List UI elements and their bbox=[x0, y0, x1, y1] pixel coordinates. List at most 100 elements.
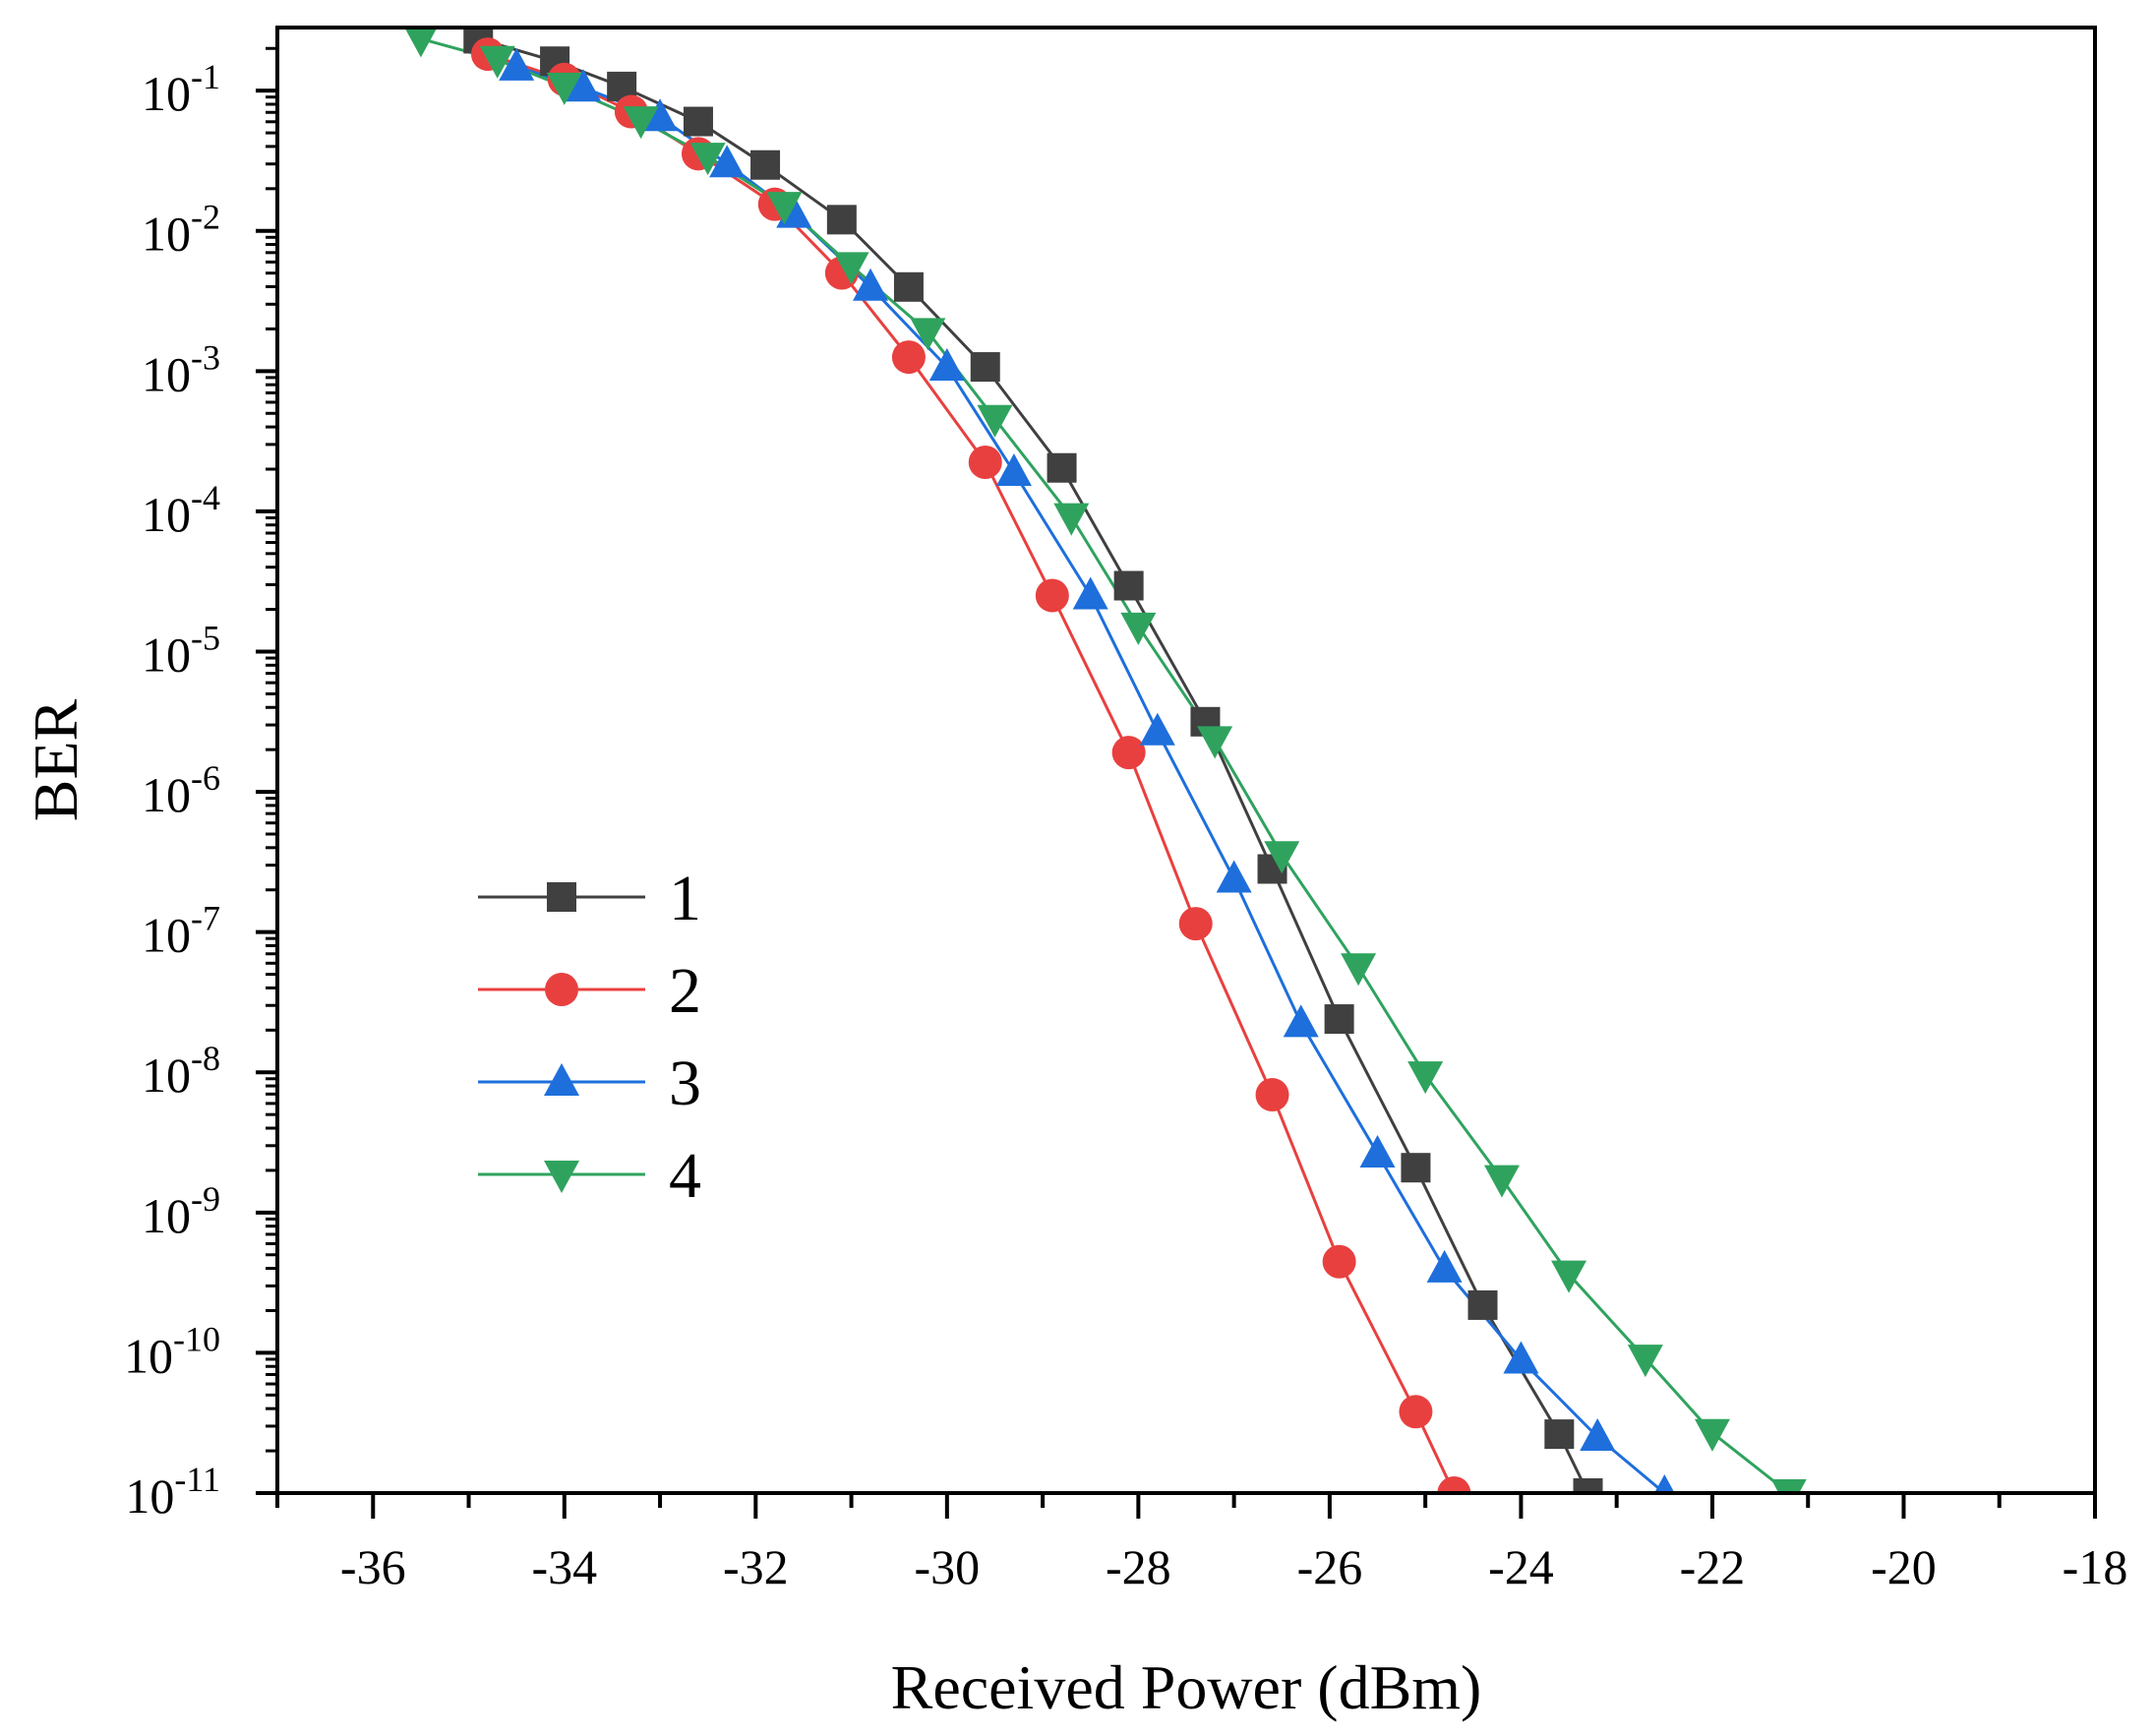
x-tick-label: -24 bbox=[1488, 1539, 1554, 1594]
series-4-point bbox=[766, 192, 803, 225]
series-1-point bbox=[1401, 1153, 1431, 1183]
legend-marker-4 bbox=[544, 1161, 579, 1193]
y-tick-label: 10-6 bbox=[142, 758, 220, 822]
y-tick-label: 10-4 bbox=[142, 478, 220, 542]
y-tick-label: 10-11 bbox=[125, 1460, 220, 1524]
series-markers bbox=[404, 28, 1807, 1493]
x-axis: -36 -34 -32 -30 -28 -26 -24 -22 -20 -18 bbox=[275, 1493, 2128, 1594]
series-3-point bbox=[1580, 1417, 1616, 1451]
y-tick-label: 10-3 bbox=[142, 337, 220, 401]
series-1-point bbox=[826, 205, 857, 235]
legend-label-1: 1 bbox=[669, 863, 701, 934]
y-tick-label: 10-7 bbox=[142, 899, 220, 963]
y-tick-exponent: -3 bbox=[191, 337, 220, 377]
y-axis-title: BER bbox=[21, 698, 90, 821]
y-tick-label: 10-9 bbox=[142, 1179, 220, 1243]
x-tick-label: -32 bbox=[723, 1539, 789, 1594]
x-tick-label: -36 bbox=[340, 1539, 406, 1594]
series-3-point bbox=[1216, 860, 1252, 893]
series-4-point bbox=[977, 404, 1013, 438]
series-4-point bbox=[546, 72, 582, 105]
legend-marker-2 bbox=[545, 973, 578, 1006]
series-3-point bbox=[1426, 1249, 1463, 1283]
y-tick-exponent: -7 bbox=[191, 899, 220, 938]
x-tick-label: -22 bbox=[1680, 1539, 1746, 1594]
legend-marker-1 bbox=[547, 882, 576, 912]
legend-label-4: 4 bbox=[669, 1140, 701, 1212]
x-tick-label: -20 bbox=[1871, 1539, 1937, 1594]
y-tick-exponent: -10 bbox=[173, 1319, 220, 1358]
series-4-point bbox=[1053, 503, 1090, 536]
x-tick-label: -26 bbox=[1297, 1539, 1363, 1594]
y-tick-label: 10-5 bbox=[142, 618, 220, 682]
series-1-point bbox=[1467, 1289, 1498, 1320]
series-3-line bbox=[515, 65, 1666, 1493]
y-tick-exponent: -6 bbox=[191, 758, 220, 798]
y-tick-base: 10 bbox=[125, 1468, 174, 1524]
y-tick-exponent: -8 bbox=[191, 1039, 220, 1078]
y-tick-exponent: -5 bbox=[191, 618, 220, 657]
series-3-point bbox=[1359, 1134, 1396, 1167]
series-4-point bbox=[1120, 612, 1157, 645]
series-4-point bbox=[623, 106, 659, 140]
series-4-point bbox=[1694, 1418, 1730, 1452]
x-tick-label: -30 bbox=[915, 1539, 981, 1594]
y-tick-base: 10 bbox=[142, 627, 191, 682]
series-2-point bbox=[1035, 578, 1069, 613]
series-3-point bbox=[642, 98, 679, 132]
y-tick-label: 10-1 bbox=[142, 57, 220, 121]
series-3-point bbox=[928, 348, 965, 382]
series-3-point bbox=[1283, 1004, 1319, 1038]
y-tick-base: 10 bbox=[142, 66, 191, 121]
series-lines bbox=[420, 36, 1790, 1493]
series-3-point bbox=[1072, 576, 1108, 610]
y-tick-label: 10-8 bbox=[142, 1039, 220, 1103]
series-4-point bbox=[1627, 1345, 1663, 1378]
series-3-point bbox=[499, 47, 535, 81]
legend-label-2: 2 bbox=[669, 955, 701, 1027]
series-1-point bbox=[970, 352, 1000, 383]
series-4-point bbox=[910, 318, 946, 351]
y-tick-base: 10 bbox=[142, 346, 191, 401]
x-tick-label: -18 bbox=[2063, 1539, 2128, 1594]
series-4-point bbox=[1407, 1061, 1444, 1095]
series-1-point bbox=[683, 106, 713, 137]
x-tick-label: -28 bbox=[1106, 1539, 1171, 1594]
y-tick-exponent: -4 bbox=[191, 478, 220, 517]
series-4-point bbox=[404, 28, 438, 58]
series-1-point bbox=[1047, 452, 1077, 483]
y-tick-base: 10 bbox=[142, 908, 191, 963]
series-4-line bbox=[420, 36, 1790, 1493]
series-4-point bbox=[689, 143, 726, 176]
series-3-point bbox=[1139, 712, 1175, 746]
legend: 1 2 3 4 bbox=[478, 863, 701, 1212]
y-axis: 10-110-210-310-410-510-610-710-810-910-1… bbox=[124, 46, 277, 1524]
series-2-point bbox=[1437, 1476, 1471, 1493]
legend-label-3: 3 bbox=[669, 1048, 701, 1119]
series-4-point bbox=[1551, 1260, 1587, 1293]
series-1-point bbox=[1113, 570, 1144, 601]
legend-marker-3 bbox=[544, 1063, 579, 1096]
y-tick-base: 10 bbox=[142, 1188, 191, 1243]
series-3-point bbox=[709, 145, 746, 178]
series-2-point bbox=[1178, 907, 1213, 941]
series-4-point bbox=[1770, 1479, 1807, 1493]
series-2-point bbox=[1322, 1244, 1356, 1279]
series-1-point bbox=[1324, 1004, 1354, 1035]
series-1-point bbox=[750, 150, 781, 180]
y-tick-base: 10 bbox=[142, 487, 191, 542]
y-tick-exponent: -11 bbox=[174, 1460, 220, 1499]
y-tick-exponent: -2 bbox=[191, 198, 220, 237]
series-2-point bbox=[1255, 1078, 1289, 1112]
series-1-point bbox=[893, 271, 924, 302]
series-1-point bbox=[1544, 1419, 1575, 1450]
series-3-point bbox=[1653, 1474, 1675, 1493]
series-4-point bbox=[479, 45, 515, 79]
series-4-point bbox=[1197, 726, 1233, 759]
series-2-point bbox=[1399, 1395, 1433, 1429]
series-3-point bbox=[566, 69, 602, 102]
series-4-point bbox=[1264, 841, 1300, 874]
y-tick-base: 10 bbox=[124, 1328, 173, 1383]
x-tick-label: -34 bbox=[531, 1539, 597, 1594]
